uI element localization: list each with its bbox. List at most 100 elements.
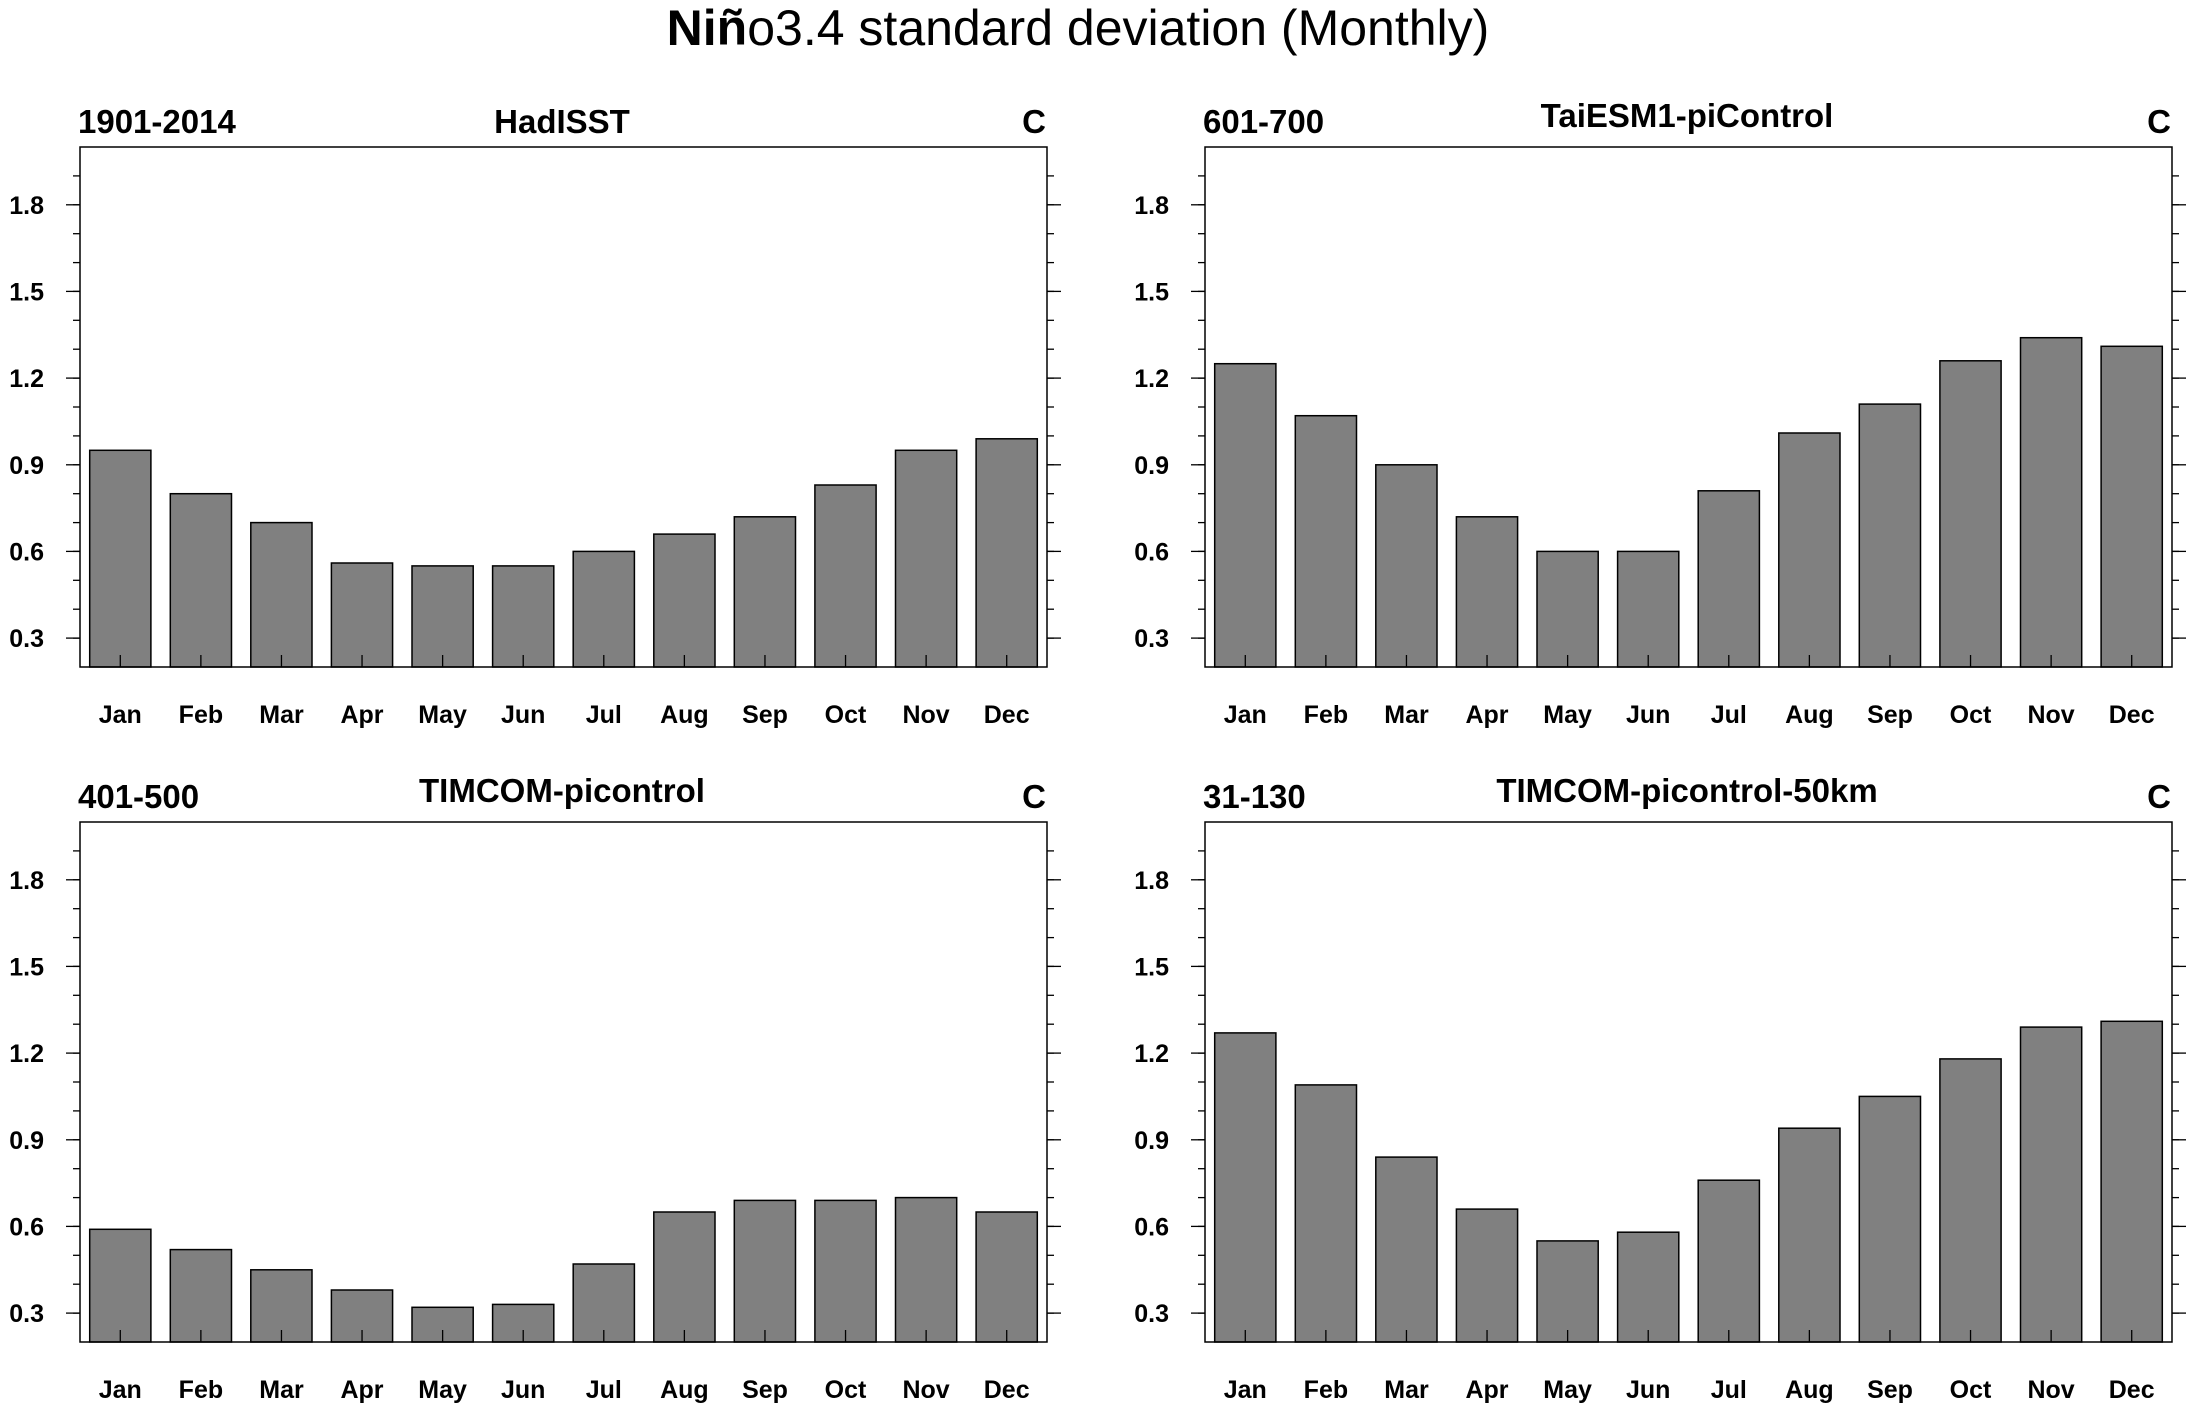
x-tick-label: Mar — [259, 701, 304, 729]
bar-nov — [2019, 1026, 2083, 1343]
y-tick-label: 0.6 — [9, 538, 44, 566]
x-tick-label: Jul — [1711, 1376, 1747, 1404]
x-tick-label: Sep — [1867, 1376, 1913, 1404]
x-tick-label: Aug — [660, 1376, 709, 1404]
bar-may — [1536, 1240, 1599, 1343]
bar-sep — [733, 1199, 797, 1343]
x-tick-label: Apr — [340, 1376, 383, 1404]
y-tick-label: 0.9 — [9, 452, 44, 480]
y-tick-label: 1.2 — [1134, 1040, 1169, 1068]
x-tick-label: Feb — [179, 701, 223, 729]
y-tick-label: 1.5 — [9, 953, 44, 981]
x-tick-label: Aug — [1785, 1376, 1834, 1404]
x-tick-label: Oct — [1950, 701, 1992, 729]
x-tick-label: Mar — [1384, 701, 1429, 729]
y-tick-label: 0.3 — [1134, 1300, 1169, 1328]
x-tick-label: Jan — [99, 1376, 142, 1404]
bar-jun — [491, 1303, 555, 1343]
bar-feb — [1294, 414, 1358, 668]
bar-jul — [572, 1263, 636, 1343]
panel-2: 601-700 TaiESM1-piControl C — [1203, 97, 2171, 140]
x-tick-label: Jul — [586, 1376, 622, 1404]
bar-jun — [1616, 550, 1680, 668]
bar-apr — [1455, 1208, 1519, 1343]
x-tick-label: Nov — [902, 1376, 949, 1404]
y-tick-label: 1.8 — [9, 192, 44, 220]
x-tick-label: Jan — [1224, 1376, 1267, 1404]
y-tick-label: 0.6 — [9, 1213, 44, 1241]
y-tick-label: 0.3 — [9, 625, 44, 653]
panel-1: 1901-2014 HadISST C — [78, 103, 1046, 140]
bar-oct — [1939, 360, 2002, 668]
x-tick-label: Jan — [99, 701, 142, 729]
y-tick-label: 0.3 — [9, 1300, 44, 1328]
x-tick-label: May — [1543, 1376, 1592, 1404]
panel-4: 31-130 TIMCOM-picontrol-50km C — [1203, 772, 2171, 815]
y-tick-label: 1.5 — [9, 278, 44, 306]
x-tick-label: Aug — [660, 701, 709, 729]
bar-jun — [1616, 1231, 1680, 1343]
x-tick-label: Mar — [1384, 1376, 1429, 1404]
x-tick-label: May — [418, 1376, 467, 1404]
bar-jan — [1213, 1032, 1277, 1343]
y-tick-label: 0.9 — [9, 1127, 44, 1155]
bar-apr — [1455, 516, 1519, 668]
bar-oct — [1939, 1058, 2002, 1343]
x-tick-label: Oct — [825, 701, 867, 729]
x-tick-label: Apr — [1465, 1376, 1508, 1404]
x-tick-label: Dec — [2109, 1376, 2155, 1404]
x-tick-label: Apr — [340, 701, 383, 729]
y-tick-label: 1.8 — [1134, 192, 1169, 220]
bar-dec — [2100, 1020, 2164, 1343]
bar-sep — [1858, 403, 1922, 668]
bar-mar — [250, 1269, 313, 1343]
y-tick-label: 1.2 — [9, 365, 44, 393]
y-tick-label: 1.5 — [1134, 953, 1169, 981]
panel-1-title: HadISST — [494, 103, 630, 140]
panel-3-right-label: C — [1022, 778, 1046, 815]
y-tick-label: 1.5 — [1134, 278, 1169, 306]
bar-nov — [2019, 336, 2083, 668]
x-tick-label: Oct — [1950, 1376, 1992, 1404]
bar-aug — [1778, 432, 1841, 668]
bar-sep — [1858, 1095, 1922, 1343]
bar-jun — [491, 565, 555, 668]
bar-may — [1536, 550, 1599, 668]
x-tick-label: Jun — [501, 701, 545, 729]
plot-area-4: Jan Feb Mar Apr May Jun Jul Aug Sep Oct Nov Dec 0.3 0… — [1134, 821, 2186, 1404]
panel-2-right-label: C — [2147, 103, 2171, 140]
bar-oct — [814, 1199, 877, 1343]
panel-3-left-label: 401-500 — [78, 778, 199, 815]
bar-jan — [1213, 362, 1277, 668]
y-tick-label: 1.8 — [9, 867, 44, 895]
panel-2-title: TaiESM1-piControl — [1541, 97, 1834, 134]
x-tick-label: May — [1543, 701, 1592, 729]
x-tick-label: Apr — [1465, 701, 1508, 729]
x-tick-label: Nov — [2027, 701, 2074, 729]
bar-mar — [1375, 464, 1438, 668]
x-tick-label: Dec — [2109, 701, 2155, 729]
y-tick-label: 1.2 — [1134, 365, 1169, 393]
x-tick-label: Feb — [1304, 1376, 1348, 1404]
x-tick-label: Dec — [984, 701, 1030, 729]
bar-mar — [250, 521, 313, 668]
y-tick-label: 1.8 — [1134, 867, 1169, 895]
y-tick-label: 1.2 — [9, 1040, 44, 1068]
bar-feb — [169, 492, 233, 668]
panel-4-title: TIMCOM-picontrol-50km — [1496, 772, 1877, 809]
bar-dec — [975, 1211, 1039, 1343]
plot-area-2: Jan Feb Mar Apr May Jun Jul Aug Sep Oct Nov Dec 0.3 0… — [1134, 146, 2186, 729]
x-tick-label: Feb — [179, 1376, 223, 1404]
bar-aug — [653, 533, 716, 668]
panel-4-left-label: 31-130 — [1203, 778, 1306, 815]
bar-nov — [894, 1196, 958, 1343]
figure-title-rest: o3.4 standard deviation (Monthly) — [747, 0, 1489, 56]
plot-area-3: Jan Feb Mar Apr May Jun Jul Aug Sep Oct Nov Dec 0.3 0… — [9, 821, 1061, 1404]
bar-jul — [1697, 490, 1761, 668]
y-tick-label: 0.9 — [1134, 1127, 1169, 1155]
bar-oct — [814, 484, 877, 668]
x-tick-label: Jul — [586, 701, 622, 729]
figure-title: Niño3.4 standard deviation (Monthly) — [667, 0, 1490, 56]
bar-dec — [2100, 345, 2164, 668]
